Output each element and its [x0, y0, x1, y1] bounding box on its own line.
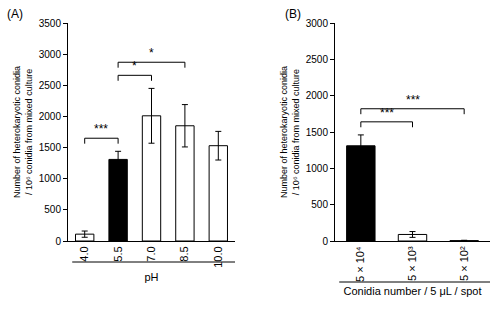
svg-text:(A): (A)	[7, 7, 23, 21]
svg-text:*: *	[132, 59, 137, 73]
svg-text:***: ***	[94, 122, 108, 136]
svg-text:***: ***	[380, 106, 394, 120]
svg-text:8.5: 8.5	[178, 246, 190, 261]
svg-text:Number of heterokaryotic conid: Number of heterokaryotic conidia/ 10⁶ co…	[279, 66, 301, 198]
svg-text:4.0: 4.0	[78, 246, 90, 261]
svg-text:Conidia number / 5 μL / spot: Conidia number / 5 μL / spot	[343, 285, 481, 297]
svg-text:3000: 3000	[306, 18, 329, 29]
svg-text:2500: 2500	[39, 80, 62, 91]
svg-text:2000: 2000	[306, 90, 329, 101]
svg-text:0: 0	[55, 236, 61, 247]
svg-text:5 × 10²: 5 × 10²	[458, 246, 470, 281]
svg-text:500: 500	[44, 204, 61, 215]
svg-text:7.0: 7.0	[145, 246, 157, 261]
svg-text:5 × 10⁴: 5 × 10⁴	[354, 246, 366, 282]
svg-text:3000: 3000	[39, 49, 62, 60]
svg-text:pH: pH	[144, 271, 158, 283]
svg-text:0: 0	[322, 236, 328, 247]
svg-text:1500: 1500	[39, 142, 62, 153]
svg-text:(B): (B)	[285, 7, 301, 21]
svg-text:5.5: 5.5	[112, 246, 124, 261]
svg-text:10.0: 10.0	[212, 246, 224, 267]
svg-text:*: *	[149, 46, 154, 60]
svg-text:500: 500	[311, 199, 328, 210]
svg-text:5 × 10³: 5 × 10³	[406, 246, 418, 281]
svg-text:3500: 3500	[39, 18, 62, 29]
svg-text:2000: 2000	[39, 111, 62, 122]
svg-text:1000: 1000	[306, 163, 329, 174]
svg-text:1000: 1000	[39, 173, 62, 184]
svg-text:***: ***	[406, 93, 420, 107]
svg-text:Number of heterokaryotic conid: Number of heterokaryotic conidia/ 10⁶ co…	[12, 66, 34, 198]
svg-text:1500: 1500	[306, 127, 329, 138]
svg-text:2500: 2500	[306, 54, 329, 65]
